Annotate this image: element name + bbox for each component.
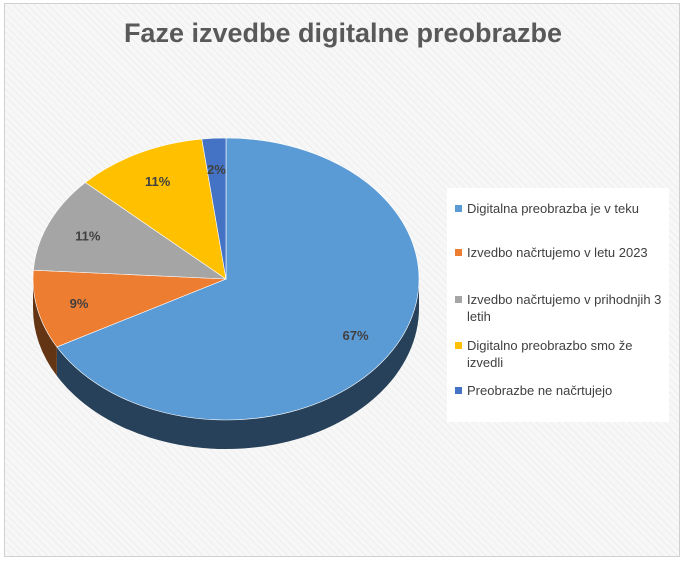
- data-label-planned-2023: 9%: [70, 296, 89, 311]
- legend-label: Digitalna preobrazba je v teku: [467, 201, 639, 216]
- data-label-completed: 11%: [145, 174, 171, 189]
- legend-item-planned-2023: Izvedbo načrtujemo v letu 2023: [455, 244, 665, 261]
- chart-title: Faze izvedbe digitalne preobrazbe: [123, 18, 563, 48]
- legend-item-planned-3-years: Izvedbo načrtujemo v prihodnjih 3 letih: [455, 291, 665, 325]
- legend-item-in-progress: Digitalna preobrazba je v teku: [455, 200, 665, 217]
- legend-swatch: [455, 249, 462, 256]
- data-label-in-progress: 67%: [343, 328, 369, 343]
- legend-swatch: [455, 387, 462, 394]
- legend-label: Digitalno preobrazbo smo že izvedli: [467, 338, 633, 370]
- pie-slice-planned-3-years: [33, 182, 228, 280]
- legend-label: Izvedbo načrtujemo v letu 2023: [467, 245, 648, 260]
- pie-slice-planned-2023: [32, 269, 227, 348]
- data-label-not-planned: 2%: [207, 162, 226, 177]
- legend-swatch: [455, 342, 462, 349]
- pie-slice-completed: [84, 138, 227, 280]
- data-label-planned-3-years: 11%: [75, 228, 101, 243]
- legend-item-completed: Digitalno preobrazbo smo že izvedli: [455, 337, 665, 371]
- legend-label: Izvedbo načrtujemo v prihodnjih 3 letih: [467, 292, 662, 324]
- legend-item-not-planned: Preobrazbe ne načrtujejo: [455, 382, 665, 399]
- pie-side-planned-2023: [33, 279, 57, 376]
- pie-slice-in-progress: [56, 137, 420, 421]
- legend-label: Preobrazbe ne načrtujejo: [467, 383, 613, 398]
- pie-side-in-progress: [56, 279, 420, 449]
- pie-slice-not-planned: [201, 137, 227, 280]
- legend: Digitalna preobrazba je v teku Izvedbo n…: [447, 188, 669, 422]
- legend-swatch: [455, 296, 462, 303]
- legend-swatch: [455, 205, 462, 212]
